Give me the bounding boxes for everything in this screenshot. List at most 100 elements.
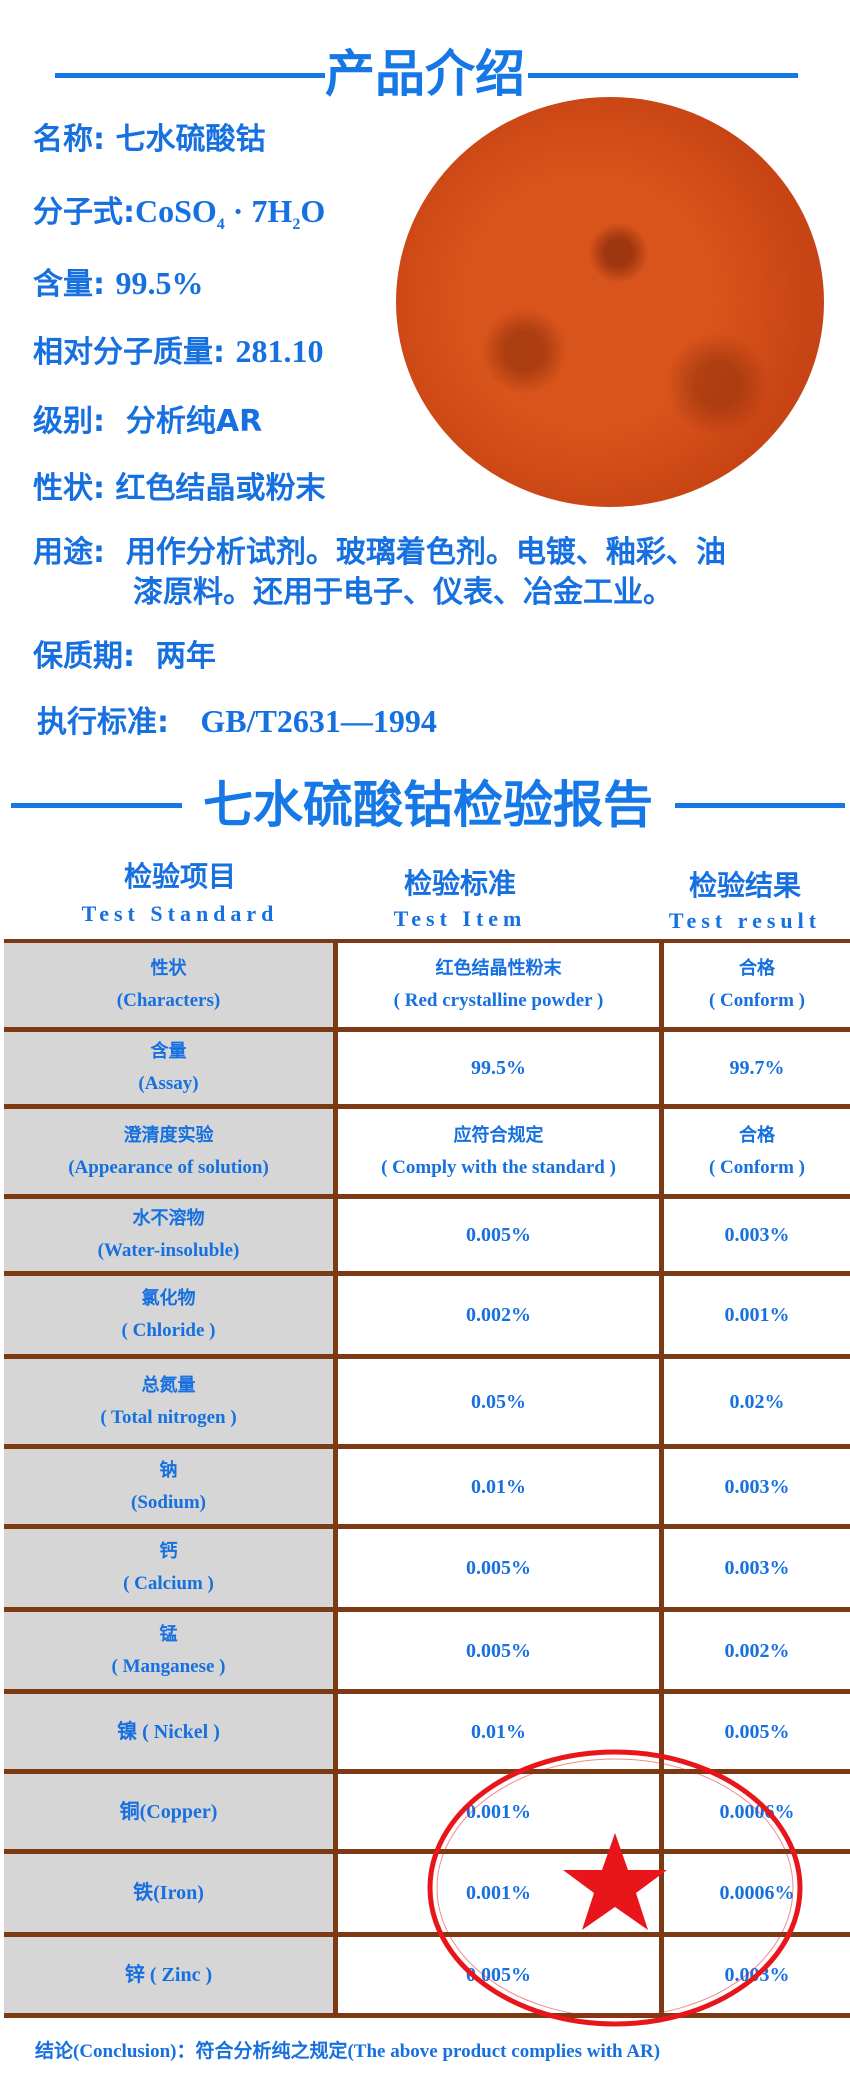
item-name-cn: 氯化物	[141, 1288, 196, 1309]
item-cell: 总氮量 ( Total nitrogen )	[4, 1359, 333, 1444]
standard-cell: 0.001%	[333, 1854, 664, 1932]
grade-value: 分析纯AR	[125, 404, 263, 439]
item-cell: 氯化物 ( Chloride )	[4, 1276, 333, 1354]
content-value: 99.5%	[115, 265, 204, 301]
title-line-left	[55, 73, 325, 78]
result-cell: 99.7%	[664, 1032, 850, 1104]
item-name: 镍 ( Nickel )	[117, 1720, 220, 1743]
standard-cell: 0.005%	[333, 1612, 664, 1689]
result-cn: 合格	[739, 1124, 775, 1146]
item-name-en: ( Calcium )	[123, 1573, 214, 1594]
formula-part: O	[300, 193, 326, 229]
result-en: ( Conform )	[708, 990, 806, 1011]
content-label: 含量:	[33, 267, 105, 302]
result-cell: 0.002%	[664, 1612, 850, 1689]
result-value: 0.001%	[724, 1304, 790, 1326]
result-cell: 0.003%	[664, 1937, 850, 2013]
table-row: 氯化物 ( Chloride ) 0.002% 0.001%	[4, 1276, 850, 1359]
item-name-cn: 澄清度实验	[123, 1124, 214, 1146]
shelf-label: 保质期:	[33, 639, 135, 674]
standard-cell: 0.05%	[333, 1359, 664, 1444]
intro-title: 产品介绍	[325, 45, 525, 103]
formula-part: CoSO	[135, 193, 217, 229]
name-label: 名称:	[33, 122, 105, 157]
standard-value: 0.002%	[466, 1304, 531, 1326]
report-line-right	[675, 803, 845, 808]
mw-label: 相对分子质量:	[33, 335, 225, 370]
item-name-cn: 性状	[150, 958, 187, 979]
info-formula: 分子式:CoSO4 · 7H2O	[33, 191, 325, 245]
item-cell: 澄清度实验 (Appearance of solution)	[4, 1109, 333, 1194]
item-cell: 锌 ( Zinc )	[4, 1937, 333, 2013]
item-name-en: (Appearance of solution)	[68, 1156, 269, 1178]
info-appearance: 性状: 红色结晶或粉末	[33, 469, 325, 509]
standard-cell: 0.005%	[333, 1529, 664, 1607]
header-cn: 检验项目	[123, 860, 236, 893]
product-powder-image	[396, 97, 824, 507]
info-usage-line2: 漆原料。还用于电子、仪表、冶金工业。	[133, 573, 673, 613]
standard-cn: 应符合规定	[453, 1124, 544, 1146]
item-name-en: (Sodium)	[131, 1491, 206, 1513]
result-value: 0.0006%	[719, 1800, 795, 1823]
item-name-en: (Assay)	[138, 1073, 199, 1094]
grade-label: 级别:	[33, 404, 105, 439]
report-title: 七水硫酸钴检验报告	[203, 776, 653, 834]
info-grade: 级别: 分析纯AR	[33, 402, 262, 442]
table-row: 铜(Copper) 0.001% 0.0006%	[4, 1774, 850, 1854]
info-usage: 用途: 用作分析试剂。玻璃着色剂。电镀、釉彩、油	[33, 533, 726, 573]
usage-label: 用途:	[33, 535, 105, 570]
item-name-cn: 钙	[159, 1541, 178, 1562]
standard-cell: 0.005%	[333, 1937, 664, 2013]
standard-cn: 红色结晶性粉末	[435, 958, 562, 979]
formula-part: · 7H	[224, 193, 293, 229]
item-name: 锌 ( Zinc )	[124, 1964, 213, 1986]
item-name: 铁(Iron)	[133, 1882, 204, 1904]
title-line-right	[528, 73, 798, 78]
result-cn: 合格	[739, 958, 775, 979]
result-cell: 0.0006%	[664, 1854, 850, 1932]
table-row: 钙 ( Calcium ) 0.005% 0.003%	[4, 1529, 850, 1612]
table-row: 钠 (Sodium) 0.01% 0.003%	[4, 1449, 850, 1529]
info-content: 含量: 99.5%	[33, 263, 203, 305]
result-cell: 0.003%	[664, 1449, 850, 1524]
result-value: 0.002%	[724, 1639, 790, 1662]
result-value: 0.005%	[724, 1720, 790, 1743]
result-en: ( Conform )	[708, 1156, 806, 1178]
info-standard: 执行标准: GB/T2631—1994	[37, 701, 437, 743]
result-cell: 0.0006%	[664, 1774, 850, 1849]
item-name-en: ( Chloride )	[121, 1320, 216, 1341]
standard-value: 0.005%	[466, 1964, 531, 1986]
item-name-en: ( Total nitrogen )	[100, 1406, 237, 1428]
standard-value: 0.001%	[466, 1800, 531, 1823]
item-cell: 水不溶物 (Water-insoluble)	[4, 1199, 333, 1271]
item-name-en: (Water-insoluble)	[97, 1240, 240, 1261]
standard-value: 99.5%	[471, 1057, 526, 1079]
inspection-table: 性状 (Characters) 红色结晶性粉末 ( Red crystalline p…	[4, 939, 850, 2018]
standard-cell: 0.01%	[333, 1449, 664, 1524]
usage-line2: 漆原料。还用于电子、仪表、冶金工业。	[133, 575, 673, 610]
name-value: 七水硫酸钴	[115, 122, 266, 157]
result-cell: 0.003%	[664, 1199, 850, 1271]
item-name-cn: 总氮量	[141, 1374, 196, 1396]
header-en: Test Item	[393, 906, 527, 931]
standard-cell: 红色结晶性粉末 ( Red crystalline powder )	[333, 943, 664, 1027]
info-name: 名称: 七水硫酸钴	[33, 120, 265, 160]
result-cell: 0.001%	[664, 1276, 850, 1354]
standard-value: 0.005%	[466, 1557, 531, 1579]
result-value: 0.003%	[724, 1224, 790, 1246]
table-row: 总氮量 ( Total nitrogen ) 0.05% 0.02%	[4, 1359, 850, 1449]
item-cell: 铁(Iron)	[4, 1854, 333, 1932]
table-row: 澄清度实验 (Appearance of solution) 应符合规定 ( Comp…	[4, 1109, 850, 1199]
result-value: 0.003%	[724, 1475, 790, 1498]
table-row: 锰 ( Manganese ) 0.005% 0.002%	[4, 1612, 850, 1694]
usage-line1: 用作分析试剂。玻璃着色剂。电镀、釉彩、油	[125, 535, 726, 570]
header-test-result: 检验结果 Test result	[640, 869, 850, 935]
result-cell: 0.02%	[664, 1359, 850, 1444]
item-cell: 镍 ( Nickel )	[4, 1694, 333, 1769]
standard-cell: 0.002%	[333, 1276, 664, 1354]
item-cell: 铜(Copper)	[4, 1774, 333, 1849]
item-cell: 钙 ( Calcium )	[4, 1529, 333, 1607]
header-test-item: 检验标准 Test Item	[340, 867, 580, 933]
header-en: Test Standard	[81, 901, 279, 926]
standard-cell: 应符合规定 ( Comply with the standard )	[333, 1109, 664, 1194]
